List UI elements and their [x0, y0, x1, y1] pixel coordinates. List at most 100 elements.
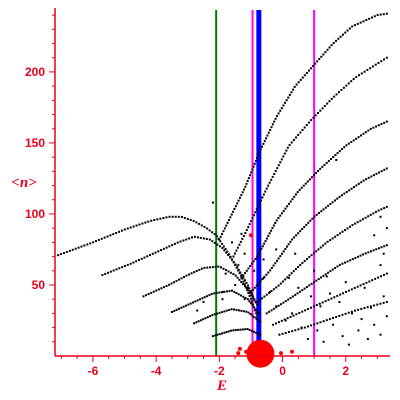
arc-3-point	[165, 284, 168, 287]
arc-13-point	[380, 275, 383, 278]
arc-2-point	[252, 295, 255, 298]
scatter-point	[373, 323, 376, 326]
arc-3-point	[173, 281, 176, 284]
arc-12-point	[265, 312, 268, 315]
arc-14-point	[376, 303, 379, 306]
arc-2-point	[227, 254, 230, 257]
arc-2-point	[151, 252, 154, 255]
arc-11-point	[303, 259, 306, 262]
y-axis-label: <n>	[11, 175, 37, 191]
arc-7-point	[226, 221, 229, 224]
arc-3-point	[214, 265, 217, 268]
arc-7-point	[290, 91, 293, 94]
arc-8-point	[264, 190, 267, 193]
arc-9-point	[380, 123, 383, 126]
arc-2-point	[132, 261, 135, 264]
arc-11-point	[261, 297, 264, 300]
arc-11-point	[354, 222, 357, 225]
arc-10-point	[355, 184, 358, 187]
arc-13-point	[336, 294, 339, 297]
arc-13-point	[312, 305, 315, 308]
arc-7-point	[263, 140, 266, 143]
arc-7-point	[274, 117, 277, 120]
scatter-point	[243, 252, 246, 255]
arc-7-point	[330, 44, 333, 47]
scatter-point	[275, 305, 278, 308]
arc-8-point	[383, 58, 386, 61]
scatter-point	[382, 295, 385, 298]
arc-11-point	[297, 265, 300, 268]
arc-7-point	[267, 131, 270, 134]
arc-9-point	[304, 182, 307, 185]
arc-14-point	[347, 311, 350, 314]
arc-5-point	[213, 313, 216, 316]
arc-9-point	[243, 272, 246, 275]
arc-12-point	[329, 270, 332, 273]
arc-14-point	[373, 304, 376, 307]
arc-8-point	[295, 136, 298, 139]
arc-6-point	[232, 329, 235, 332]
arc-12-point	[327, 271, 330, 274]
arc-2-point	[208, 238, 211, 241]
arc-7-point	[252, 165, 255, 168]
arc-1-point	[112, 233, 115, 236]
arc-1-point	[147, 220, 150, 223]
arc-4-point	[210, 293, 213, 296]
arc-1-point	[120, 229, 123, 232]
arc-3-point	[195, 270, 198, 273]
arc-8-point	[350, 80, 353, 83]
arc-10-point	[360, 181, 363, 184]
arc-8-point	[241, 237, 244, 240]
arc-10-point	[362, 179, 365, 182]
arc-1-point	[62, 252, 65, 255]
arc-4-point	[235, 292, 238, 295]
arc-10-point	[375, 172, 378, 175]
arc-7-point	[318, 58, 321, 61]
arc-9-point	[347, 142, 350, 145]
arc-2-point	[242, 276, 245, 279]
arc-13-point	[350, 288, 353, 291]
arc-13-point	[347, 289, 350, 292]
arc-12-point	[354, 256, 357, 259]
arc-9-point	[293, 195, 296, 198]
arc-1-point	[144, 221, 147, 224]
arc-11-point	[349, 225, 352, 228]
arc-13-point	[362, 283, 365, 286]
arc-2-point	[123, 265, 126, 268]
arc-2-point	[221, 246, 224, 249]
arc-11-point	[344, 229, 347, 232]
arc-4-point	[228, 290, 231, 293]
arc-13-point	[333, 296, 336, 299]
arc-9-point	[291, 198, 294, 201]
arc-7-point	[320, 55, 323, 58]
arc-6-point	[248, 328, 251, 331]
arc-8-point	[274, 170, 277, 173]
arc-6-point	[239, 328, 242, 331]
arc-7-point	[376, 14, 379, 17]
arc-7-point	[261, 145, 264, 148]
arc-1-point	[213, 233, 216, 236]
arc-13-point	[292, 314, 295, 317]
arc-14-point	[278, 333, 281, 336]
arc-8-point	[251, 217, 254, 220]
arc-1-point	[168, 215, 171, 218]
arc-4-point	[177, 307, 180, 310]
arc-11-point	[383, 207, 386, 210]
arc-2-point	[245, 281, 248, 284]
scatter-point	[341, 335, 344, 338]
arc-10-point	[365, 178, 368, 181]
scatter-point	[309, 295, 312, 298]
arc-1-point	[71, 248, 74, 251]
arc-1-point	[215, 235, 218, 238]
arc-12-point	[338, 263, 341, 266]
scatter-point	[357, 329, 360, 332]
arc-13-point	[342, 292, 345, 295]
arc-3-point	[247, 289, 250, 292]
arc-8-point	[301, 129, 304, 132]
arc-2-point	[243, 279, 246, 282]
arc-1-point	[224, 248, 227, 251]
arc-11-point	[277, 284, 280, 287]
arc-12-point	[310, 282, 313, 285]
arc-1-point	[126, 227, 129, 230]
arc-9-point	[306, 180, 309, 183]
